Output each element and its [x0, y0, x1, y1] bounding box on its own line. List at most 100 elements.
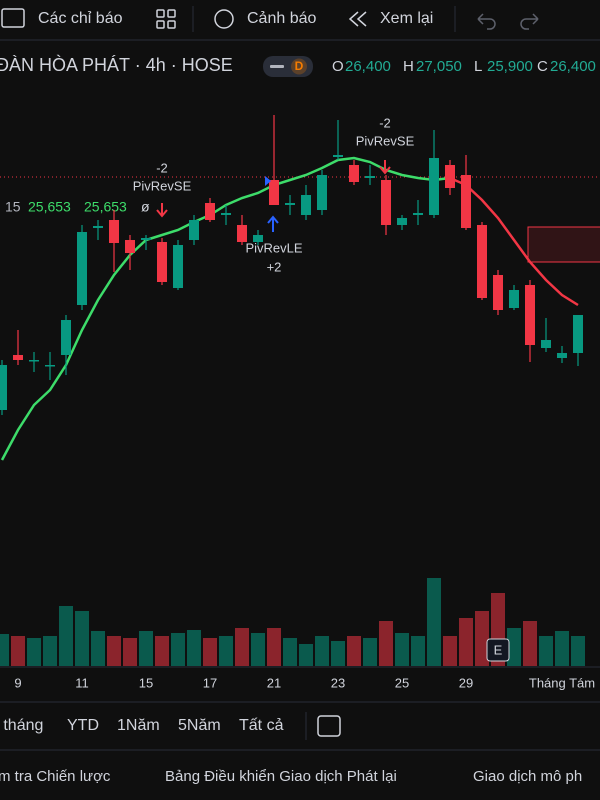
candle-body — [509, 290, 519, 308]
indicator-line — [449, 176, 579, 307]
candle-body — [333, 155, 343, 157]
ohlc-value: 25,900 — [487, 58, 533, 75]
candle-body — [477, 225, 487, 298]
ohlc-label: C — [537, 58, 548, 75]
volume-bar — [251, 633, 265, 666]
x-tick-label: Tháng Tám — [529, 675, 595, 690]
volume-bar — [299, 644, 313, 666]
buy-arrow — [267, 215, 279, 232]
volume-bar — [427, 578, 441, 666]
volume-bar — [0, 634, 9, 666]
candle-body — [285, 203, 295, 205]
layout-icon[interactable] — [156, 9, 176, 29]
candle-body — [397, 218, 407, 225]
status-dash — [270, 65, 284, 68]
sell-arrow — [156, 203, 168, 218]
x-tick-label: 11 — [75, 675, 89, 690]
x-tick-label: 23 — [331, 675, 345, 690]
candle-body — [541, 340, 551, 348]
marker — [265, 176, 271, 186]
volume-bar — [555, 631, 569, 666]
interval-badge: D — [295, 59, 304, 73]
volume-bar — [411, 636, 425, 666]
redo-icon[interactable] — [520, 13, 539, 30]
volume-bar — [283, 638, 297, 666]
volume-bar — [459, 618, 473, 666]
indicators-icon[interactable] — [1, 8, 25, 28]
range-bar: 6 tháng YTD 1Năm 5Năm Tất cả — [0, 717, 284, 734]
candle-body — [365, 176, 375, 178]
candle-body — [221, 213, 231, 215]
x-tick-label: 9 — [14, 675, 21, 690]
candle-body — [269, 180, 279, 205]
x-tick-label: 21 — [267, 675, 281, 690]
candle-body — [461, 175, 471, 228]
indicator-empty: ø — [141, 199, 150, 215]
candle-body — [429, 158, 439, 215]
volume-bar — [187, 630, 201, 666]
candle-body — [349, 165, 359, 182]
signal-label: PivRevSE — [356, 133, 415, 148]
ohlc-label: O — [332, 58, 344, 75]
bottom-tab[interactable]: Giao dịch mô ph — [473, 768, 582, 785]
volume-bar — [123, 638, 137, 666]
bottom-tab[interactable]: m tra Chiến lược — [0, 768, 111, 785]
volume-bar — [203, 638, 217, 666]
indicator-value: 25,653 — [28, 199, 71, 215]
candle-body — [237, 225, 247, 242]
x-tick-label: 29 — [459, 675, 473, 690]
candle-body — [125, 240, 135, 253]
replay-icon[interactable] — [348, 11, 367, 27]
candle-body — [77, 232, 87, 305]
zone-box — [527, 226, 600, 263]
volume-bar — [219, 636, 233, 666]
signal-label: -2 — [156, 160, 168, 175]
volume-bar — [107, 636, 121, 666]
candle-body — [445, 165, 455, 188]
volume-bar — [539, 636, 553, 666]
range-button[interactable]: YTD — [67, 717, 99, 734]
candle-body — [13, 355, 23, 360]
volume-bar — [363, 638, 377, 666]
symbol-title: ĐÀN HÒA PHÁT · 4h · HOSE — [0, 54, 233, 75]
volume-bar — [523, 621, 537, 666]
alert-icon[interactable] — [214, 9, 234, 29]
candle-body — [573, 315, 583, 353]
volume-bar — [315, 636, 329, 666]
alerts-button[interactable]: Cảnh báo — [247, 10, 316, 27]
ohlc-label: H — [403, 58, 414, 75]
volume-bar — [507, 628, 521, 666]
ohlc-value: 26,400 — [345, 58, 391, 75]
earnings-marker[interactable] — [486, 638, 510, 662]
volume-bar — [267, 628, 281, 666]
bottom-tab[interactable]: Bảng Điều khiển Giao dịch Phát lại — [165, 768, 397, 785]
candle-body — [141, 238, 151, 240]
date-range-icon[interactable] — [317, 715, 341, 737]
plot: -2 PivRevSE PivRevLE +2 -2 PivRevSE — [0, 115, 600, 666]
ohlc-value: 26,400 — [550, 58, 596, 75]
signal-label: PivRevSE — [133, 178, 192, 193]
ohlc-label: L — [474, 58, 482, 75]
candle-body — [173, 245, 183, 288]
x-tick-label: 25 — [395, 675, 409, 690]
status-pill — [263, 56, 313, 77]
candle-body — [93, 226, 103, 228]
sell-arrow — [379, 160, 391, 175]
candle-body — [45, 365, 55, 367]
range-button[interactable]: Tất cả — [239, 717, 284, 734]
range-button[interactable]: 5Năm — [178, 717, 221, 734]
ohlc-value: 27,050 — [416, 58, 462, 75]
bottom-tabs: m tra Chiến lược Bảng Điều khiển Giao dịc… — [0, 768, 582, 785]
range-button[interactable]: 1Năm — [117, 717, 160, 734]
indicators-button[interactable]: Các chỉ báo — [38, 10, 123, 27]
volume-bar — [75, 611, 89, 666]
range-button[interactable]: 6 tháng — [0, 717, 43, 734]
replay-button[interactable]: Xem lại — [380, 10, 433, 27]
candle-body — [317, 175, 327, 210]
undo-icon[interactable] — [477, 13, 496, 30]
candle-body — [557, 353, 567, 358]
volume-bar — [347, 636, 361, 666]
volume-bar — [155, 636, 169, 666]
candle-body — [413, 213, 423, 215]
